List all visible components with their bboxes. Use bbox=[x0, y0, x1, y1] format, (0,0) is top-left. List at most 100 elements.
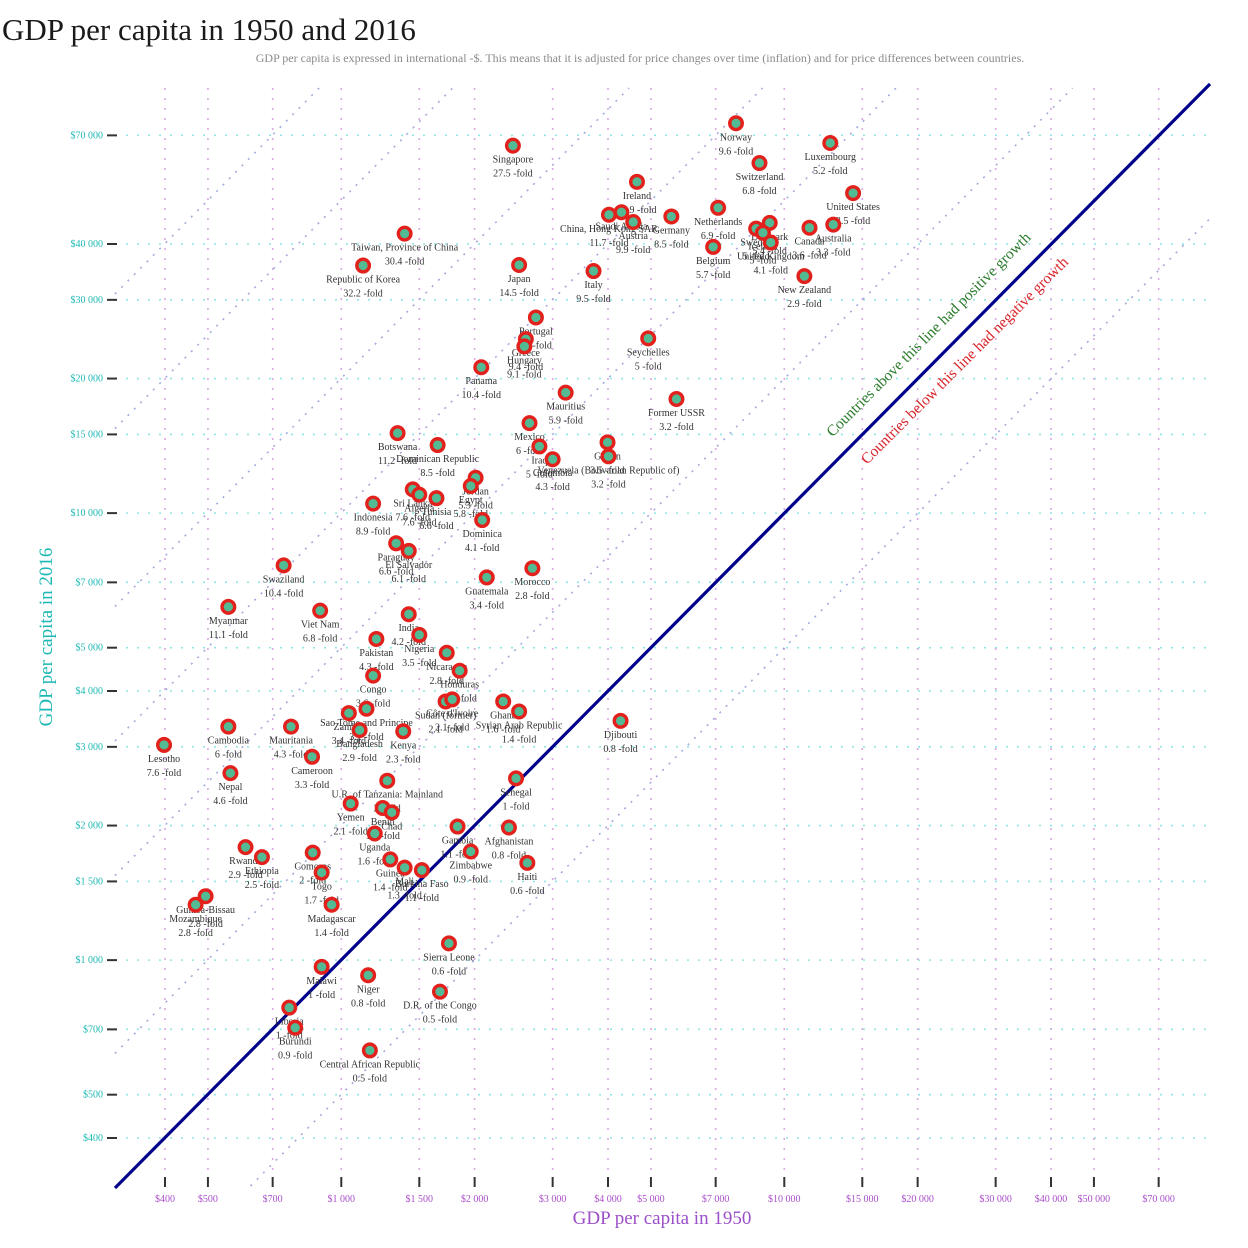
fold-label: 3.4 -fold bbox=[470, 600, 504, 611]
point-paraguay[interactable] bbox=[388, 535, 405, 552]
point-swaziland[interactable] bbox=[275, 557, 292, 574]
country-label: Nigeria bbox=[404, 644, 435, 655]
point-algeria[interactable] bbox=[411, 486, 428, 503]
point-djibouti[interactable] bbox=[612, 712, 629, 729]
point-mexico[interactable] bbox=[521, 415, 538, 432]
point-ireland[interactable] bbox=[628, 173, 645, 190]
point-japan[interactable] bbox=[511, 256, 528, 273]
point-guinea[interactable] bbox=[382, 851, 399, 868]
point-mozambique[interactable] bbox=[187, 896, 204, 913]
y-tick-label: $1 500 bbox=[76, 876, 104, 887]
point-uganda[interactable] bbox=[366, 825, 383, 842]
point-seychelles[interactable] bbox=[640, 330, 657, 347]
point-nepal[interactable] bbox=[222, 765, 239, 782]
point-tunisia[interactable] bbox=[428, 490, 445, 507]
point-senegal[interactable] bbox=[508, 770, 525, 787]
point-comoros[interactable] bbox=[304, 844, 321, 861]
point-mauritania[interactable] bbox=[283, 718, 300, 735]
point-yemen[interactable] bbox=[342, 795, 359, 812]
point-singapore[interactable] bbox=[504, 137, 521, 154]
point-sierra-leone[interactable] bbox=[440, 935, 457, 952]
point-nicaragua[interactable] bbox=[438, 644, 455, 661]
point-austria[interactable] bbox=[625, 213, 642, 230]
point-chad[interactable] bbox=[383, 804, 400, 821]
point-viet-nam[interactable] bbox=[312, 602, 329, 619]
y-tick-label: $5 000 bbox=[76, 643, 104, 654]
point-u-r-of-tanzania-mainland[interactable] bbox=[379, 772, 396, 789]
point-honduras[interactable] bbox=[451, 662, 468, 679]
point-dominica[interactable] bbox=[474, 512, 491, 529]
point-bangladesh[interactable] bbox=[351, 722, 368, 739]
point-cambodia[interactable] bbox=[220, 718, 237, 735]
point-cameroon[interactable] bbox=[304, 748, 321, 765]
point-canada[interactable] bbox=[801, 219, 818, 236]
point-burkina-faso[interactable] bbox=[413, 862, 430, 879]
country-label: Dominican Republic bbox=[396, 454, 480, 465]
point-egypt[interactable] bbox=[462, 477, 479, 494]
point-mali[interactable] bbox=[396, 859, 413, 876]
point-madagascar[interactable] bbox=[323, 896, 340, 913]
point-china-hong-kong-sar[interactable] bbox=[600, 206, 617, 223]
point-netherlands[interactable] bbox=[710, 199, 727, 216]
point-panama[interactable] bbox=[473, 359, 490, 376]
point-norway[interactable] bbox=[727, 115, 744, 132]
point-el-salvador[interactable] bbox=[400, 542, 417, 559]
point-central-african-republic[interactable] bbox=[361, 1042, 378, 1059]
point-morocco[interactable] bbox=[524, 560, 541, 577]
point-luxembourg[interactable] bbox=[822, 134, 839, 151]
point-united-states[interactable] bbox=[845, 185, 862, 202]
point-ethiopia[interactable] bbox=[253, 849, 270, 866]
point-pakistan[interactable] bbox=[368, 630, 385, 647]
point-rwanda[interactable] bbox=[237, 839, 254, 856]
point-united-kingdom[interactable] bbox=[762, 234, 779, 251]
point-sao-tome-and-principe[interactable] bbox=[358, 700, 375, 717]
point-lesotho[interactable] bbox=[156, 736, 173, 753]
fold-label: 3.2 -fold bbox=[349, 732, 383, 743]
point-niger[interactable] bbox=[360, 967, 377, 984]
point-italy[interactable] bbox=[585, 263, 602, 280]
point-afghanistan[interactable] bbox=[500, 819, 517, 836]
point-colombia[interactable] bbox=[544, 451, 561, 468]
point-iraq[interactable] bbox=[531, 438, 548, 455]
point-venezuela-bolivarian-republic-of[interactable] bbox=[600, 448, 617, 465]
point-ghana[interactable] bbox=[495, 693, 512, 710]
point-former-ussr[interactable] bbox=[668, 391, 685, 408]
point-c-te-d-ivoire[interactable] bbox=[444, 691, 461, 708]
point-saudi-arabia[interactable] bbox=[613, 204, 630, 221]
fold-label: 0.8 -fold bbox=[492, 851, 526, 862]
point-switzerland[interactable] bbox=[751, 155, 768, 172]
point-dominican-republic[interactable] bbox=[429, 437, 446, 454]
point-iceland[interactable] bbox=[754, 224, 771, 241]
point-kenya[interactable] bbox=[395, 723, 412, 740]
point-taiwan-province-of-china[interactable] bbox=[396, 225, 413, 242]
point-malawi[interactable] bbox=[313, 958, 330, 975]
point-republic-of-korea[interactable] bbox=[355, 257, 372, 274]
point-zambia[interactable] bbox=[340, 705, 357, 722]
point-portugal[interactable] bbox=[527, 309, 544, 326]
point-botswana[interactable] bbox=[389, 425, 406, 442]
point-guatemala[interactable] bbox=[478, 569, 495, 586]
point-nigeria[interactable] bbox=[411, 626, 428, 643]
point-new-zealand[interactable] bbox=[796, 268, 813, 285]
point-hungary[interactable] bbox=[516, 338, 533, 355]
point-india[interactable] bbox=[400, 606, 417, 623]
point-indonesia[interactable] bbox=[365, 495, 382, 512]
point-gabon[interactable] bbox=[599, 434, 616, 451]
point-liberia[interactable] bbox=[281, 999, 298, 1016]
point-guinea-bissau[interactable] bbox=[197, 888, 214, 905]
point-australia[interactable] bbox=[825, 216, 842, 233]
point-syrian-arab-republic[interactable] bbox=[511, 703, 528, 720]
point-d-r-of-the-congo[interactable] bbox=[431, 983, 448, 1000]
point-togo[interactable] bbox=[313, 864, 330, 881]
point-germany[interactable] bbox=[663, 208, 680, 225]
point-belgium[interactable] bbox=[705, 238, 722, 255]
point-mauritius[interactable] bbox=[557, 384, 574, 401]
country-label: Syrian Arab Republic bbox=[476, 720, 563, 731]
country-label: Burkina Faso bbox=[395, 879, 449, 890]
point-burundi[interactable] bbox=[287, 1019, 304, 1036]
point-zimbabwe[interactable] bbox=[462, 843, 479, 860]
point-myanmar[interactable] bbox=[220, 598, 237, 615]
point-gambia[interactable] bbox=[449, 818, 466, 835]
point-congo[interactable] bbox=[365, 667, 382, 684]
point-haiti[interactable] bbox=[519, 854, 536, 871]
